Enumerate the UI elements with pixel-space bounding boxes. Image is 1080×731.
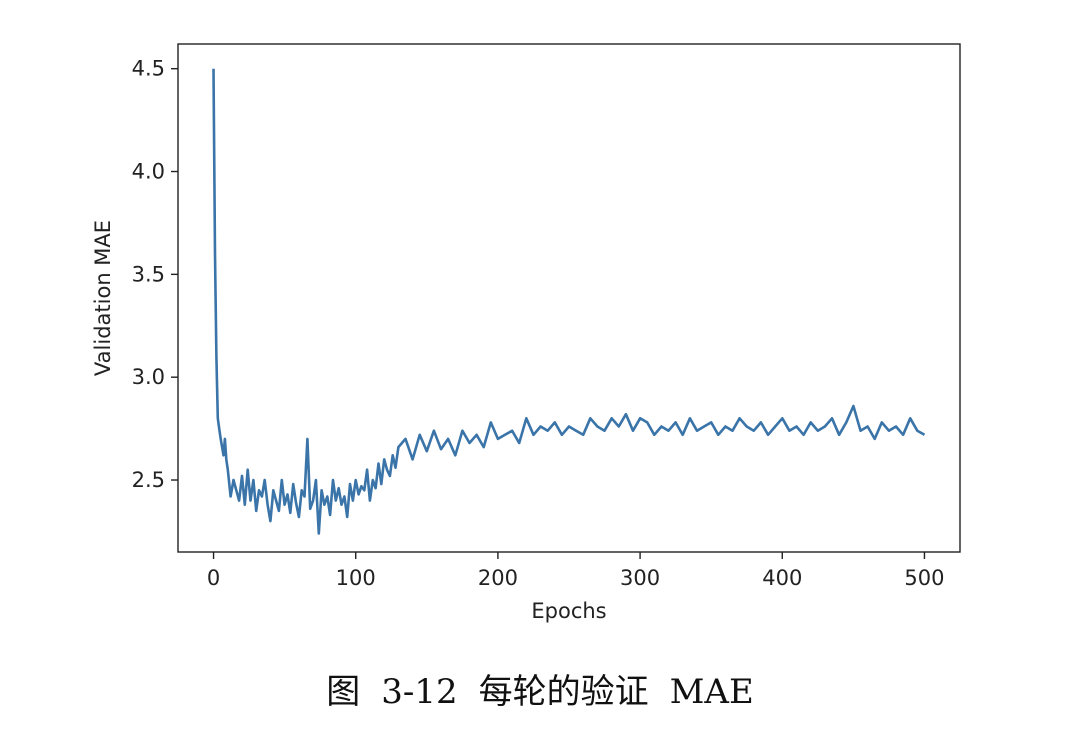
- y-axis-label: Validation MAE: [91, 220, 115, 376]
- y-tick-label: 4.0: [132, 160, 165, 184]
- x-tick-label: 100: [336, 566, 376, 590]
- figure-caption: 图 3-12 每轮的验证 MAE: [326, 672, 754, 712]
- y-tick-label: 4.5: [132, 57, 165, 81]
- series-line-0: [212, 68, 926, 535]
- plot-area-frame: [177, 43, 961, 553]
- x-tick-label: 0: [207, 566, 220, 590]
- y-tick-label: 3.0: [132, 365, 165, 389]
- x-tick-label: 300: [620, 566, 660, 590]
- x-axis-label: Epochs: [531, 599, 606, 623]
- x-tick-label: 500: [904, 566, 944, 590]
- x-tick-label: 200: [478, 566, 518, 590]
- y-tick-label: 3.5: [132, 262, 165, 286]
- x-tick-label: 400: [762, 566, 802, 590]
- y-tick-label: 2.5: [132, 468, 165, 492]
